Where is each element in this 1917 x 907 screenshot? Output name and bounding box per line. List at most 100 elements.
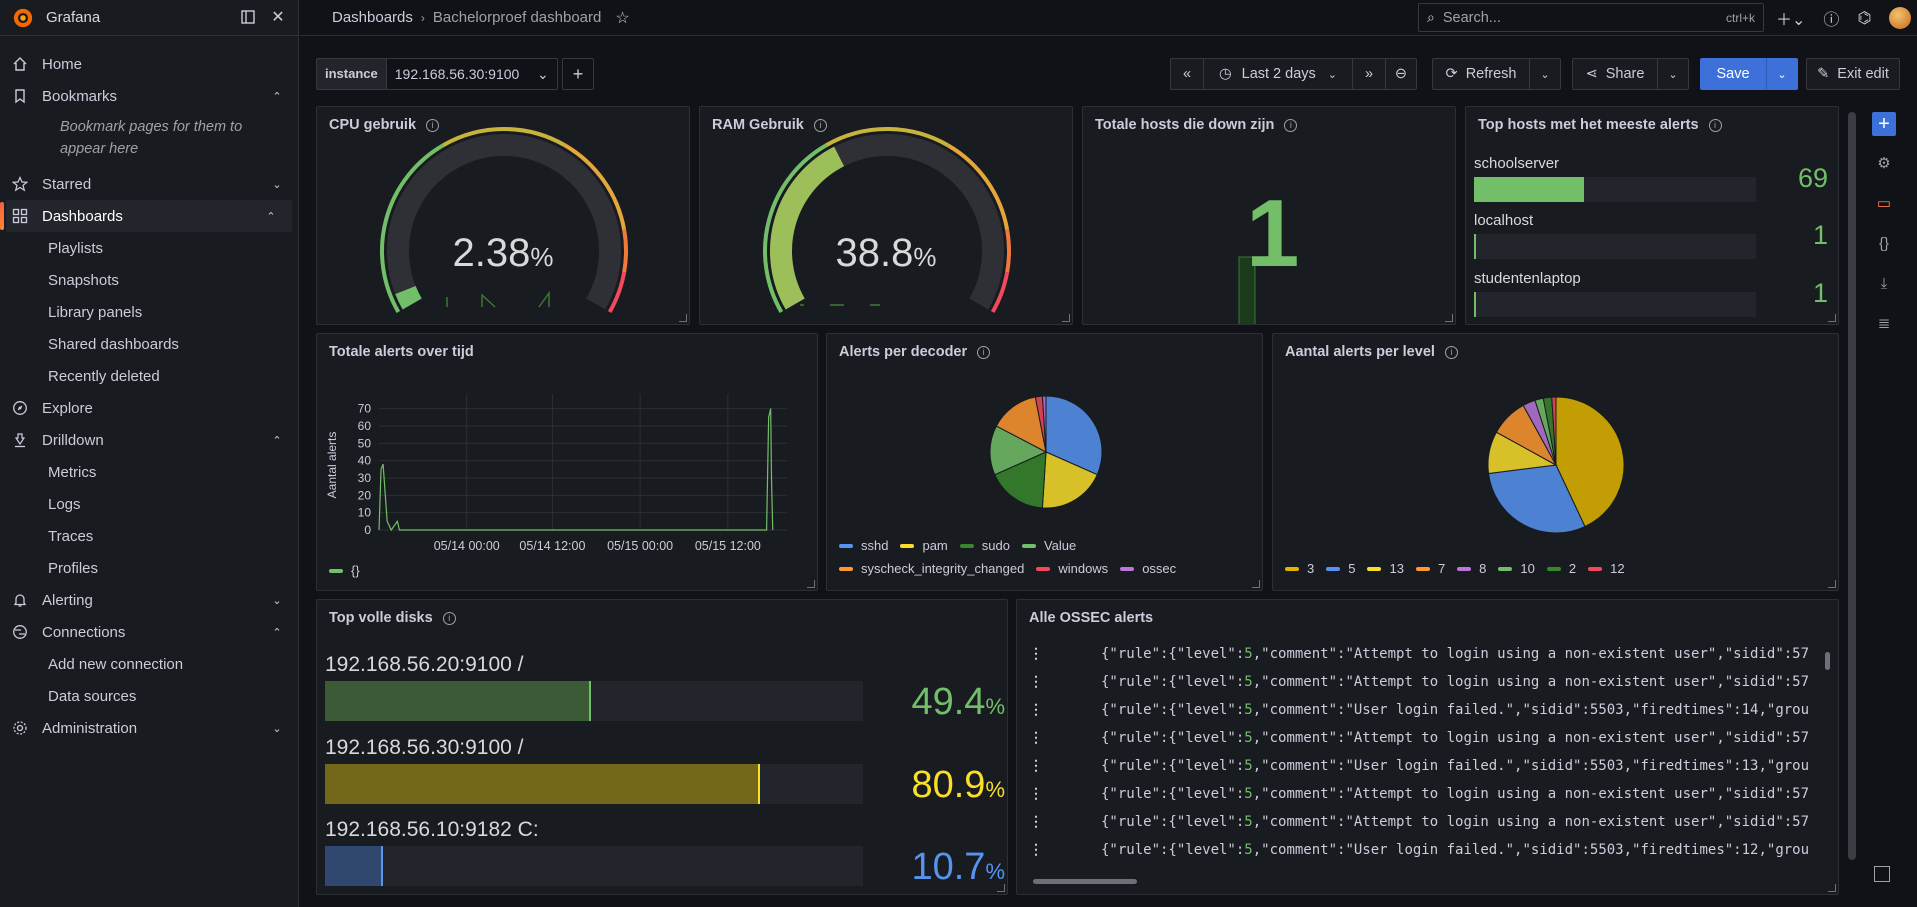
info-icon[interactable]: i [1284,118,1298,132]
resize-handle[interactable] [1828,580,1836,588]
row-menu-icon[interactable]: ⋮ [1029,758,1043,774]
row-menu-icon[interactable]: ⋮ [1029,646,1043,662]
outline-list-icon[interactable]: ≣ [1877,315,1891,332]
legend-item[interactable]: syscheck_integrity_changed [839,557,1024,580]
panel-alerts-per-level[interactable]: Aantal alerts per level i 3 5 13 7 8 10 2 12 [1272,333,1839,591]
pie-slice[interactable] [1045,395,1103,476]
panel-hosts-down[interactable]: Totale hosts die down zijn i 1 [1082,106,1456,325]
share-dropdown[interactable]: ⌄ [1657,58,1689,90]
info-icon[interactable]: i [426,118,440,132]
log-row[interactable]: ⋮ {"rule":{"level": 5 ,"comment": "User logi… [1029,696,1822,724]
nav-home[interactable]: Home [0,48,298,80]
row-menu-icon[interactable]: ⋮ [1029,702,1043,718]
save-dropdown[interactable]: ⌄ [1766,58,1798,90]
log-row[interactable]: ⋮ {"rule":{"level": 5 ,"comment": "Attempt t… [1029,668,1822,696]
code-braces-icon[interactable]: {} [1878,235,1890,252]
log-row[interactable]: ⋮ {"rule":{"level": 5 ,"comment": "User logi… [1029,752,1822,780]
nav-traces[interactable]: Traces [48,527,94,545]
nav-add-new-connection[interactable]: Add new connection [48,655,184,673]
legend-item[interactable]: 13 [1367,557,1404,580]
legend-item[interactable]: 8 [1457,557,1486,580]
new-plus-icon[interactable]: ＋⌄ [1776,12,1806,29]
nav-connections[interactable]: Connections ⌃ [0,616,298,648]
instance-variable[interactable]: instance 192.168.56.30:9100 ⌄ [316,58,558,90]
legend-item[interactable]: 7 [1415,557,1445,580]
legend-item[interactable]: 12 [1588,557,1625,580]
nav-administration[interactable]: Administration ⌄ [0,712,298,744]
grafana-logo-icon[interactable] [12,7,34,29]
pie-slice[interactable] [1041,451,1098,509]
time-forward-button[interactable]: » [1352,58,1386,90]
nav-starred[interactable]: Starred ⌄ [0,168,298,200]
resize-handle[interactable] [1062,314,1070,322]
search-input[interactable]: ⌕ Search... ctrl+k [1418,3,1764,32]
info-icon[interactable]: i [813,118,827,132]
refresh-interval-dropdown[interactable]: ⌄ [1529,58,1561,90]
nav-dashboards[interactable]: Dashboards ⌃ [0,200,292,232]
info-icon[interactable]: i [1444,345,1458,359]
log-row[interactable]: ⋮ {"rule":{"level": 5 ,"comment": "Attempt t… [1029,640,1822,668]
pie-slice[interactable] [1555,396,1625,528]
legend-item[interactable]: {} [329,559,360,582]
log-row[interactable]: ⋮ {"rule":{"level": 5 ,"comment": "Attempt t… [1029,780,1822,808]
resize-handle[interactable] [807,580,815,588]
legend-item[interactable]: 10 [1498,557,1535,580]
nav-alerting[interactable]: Alerting ⌄ [0,584,298,616]
chevron-down-icon[interactable]: ⌄ [272,594,282,607]
save-button[interactable]: Save [1700,58,1766,90]
panel-alerts-over-time[interactable]: Totale alerts over tijd 0 10 20 30 40 50 60 70 0… [316,333,818,591]
nav-explore[interactable]: Explore [0,392,298,424]
log-horizontal-scrollbar[interactable] [1033,879,1137,884]
legend-item[interactable]: Value [1021,534,1076,557]
nav-bookmarks[interactable]: Bookmarks ⌃ [0,80,298,112]
row-menu-icon[interactable]: ⋮ [1029,730,1043,746]
gear-icon[interactable]: ⚙ [1877,155,1891,172]
legend-item[interactable]: ossec [1120,557,1176,580]
news-icon[interactable]: ⌬ [1857,10,1872,27]
resize-handle[interactable] [1445,314,1453,322]
info-icon[interactable]: i [1708,118,1722,132]
pie-slice[interactable] [1041,395,1047,453]
row-menu-icon[interactable]: ⋮ [1029,814,1043,830]
star-icon[interactable]: ☆ [615,9,630,27]
help-icon[interactable]: ⓘ [1823,12,1840,29]
legend-item[interactable]: sshd [839,534,888,557]
pie-slice[interactable] [995,396,1047,453]
row-menu-icon[interactable]: ⋮ [1029,786,1043,802]
nav-playlists[interactable]: Playlists [48,239,104,257]
panel-top-disks[interactable]: Top volle disks i 192.168.56.20:9100 / 49… [316,599,1008,895]
nav-data-sources[interactable]: Data sources [48,687,137,705]
share-button[interactable]: ⋖ Share [1572,58,1658,90]
chevron-up-icon[interactable]: ⌃ [272,626,282,639]
variable-select[interactable]: 192.168.56.30:9100 ⌄ [387,59,557,89]
nav-metrics[interactable]: Metrics [48,463,97,481]
log-row[interactable]: ⋮ {"rule":{"level": 5 ,"comment": "Attempt t… [1029,724,1822,752]
resize-handle[interactable] [1252,580,1260,588]
pie-slice[interactable] [1551,396,1557,466]
time-range-picker[interactable]: ◷ Last 2 days ⌄ [1203,58,1353,90]
resize-handle[interactable] [997,884,1005,892]
nav-logs[interactable]: Logs [48,495,81,513]
chevron-up-icon[interactable]: ⌃ [272,434,282,447]
chevron-up-icon[interactable]: ⌃ [272,90,282,103]
resize-handle[interactable] [1828,314,1836,322]
panel-ram[interactable]: RAM Gebruik i 38.8% [699,106,1073,325]
dock-pane-icon[interactable] [1874,866,1890,882]
info-icon[interactable]: i [977,345,991,359]
chevron-down-icon[interactable]: ⌄ [272,722,282,735]
panel-cpu[interactable]: CPU gebruik i 2.38% [316,106,690,325]
close-icon[interactable]: ✕ [271,8,285,26]
nav-library-panels[interactable]: Library panels [48,303,143,321]
log-vertical-scrollbar[interactable] [1825,652,1830,670]
import-icon[interactable]: ⤓ [1880,275,1888,292]
dock-menu-icon[interactable] [240,9,256,26]
info-icon[interactable]: i [442,611,456,625]
add-panel-icon[interactable]: + [1872,112,1896,136]
row-menu-icon[interactable]: ⋮ [1029,674,1043,690]
dashboard-scrollbar[interactable] [1848,112,1856,860]
chevron-up-icon[interactable]: ⌃ [266,210,276,223]
pie-slice[interactable] [994,451,1047,509]
nav-recently-deleted[interactable]: Recently deleted [48,367,160,385]
time-back-button[interactable]: « [1170,58,1204,90]
legend-item[interactable]: 2 [1546,557,1576,580]
